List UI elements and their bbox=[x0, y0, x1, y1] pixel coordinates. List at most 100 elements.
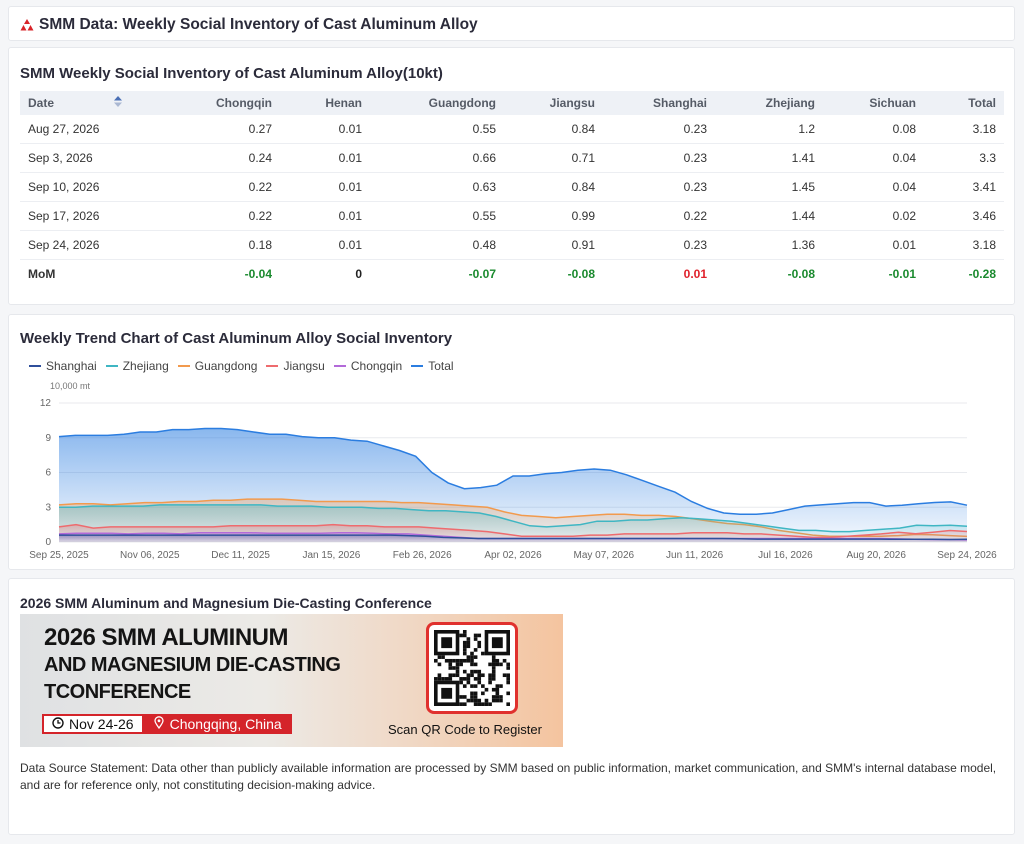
event-location: Chongqing, China bbox=[169, 716, 282, 732]
column-header-date[interactable]: Date bbox=[20, 91, 160, 115]
legend-label: Zhejiang bbox=[122, 359, 169, 373]
table-cell: 0.23 bbox=[603, 230, 715, 260]
chart-card: Weekly Trend Chart of Cast Aluminum Allo… bbox=[8, 314, 1015, 570]
event-tag: Nov 24-26 Chongqing, China bbox=[42, 714, 292, 734]
banner-line-2: AND MAGNESIUM DIE-CASTING bbox=[44, 654, 341, 676]
table-cell: 0.01 bbox=[280, 143, 370, 173]
table-cell: 1.36 bbox=[715, 230, 823, 260]
qr-caption: Scan QR Code to Register bbox=[388, 722, 542, 737]
table-title: SMM Weekly Social Inventory of Cast Alum… bbox=[20, 65, 443, 82]
mom-cell: -0.08 bbox=[787, 267, 815, 281]
clock-icon bbox=[52, 716, 64, 732]
column-header-zhejiang: Zhejiang bbox=[715, 91, 823, 115]
table-cell: Sep 10, 2026 bbox=[20, 172, 160, 202]
column-header-jiangsu: Jiangsu bbox=[504, 91, 603, 115]
legend-label: Chongqin bbox=[350, 359, 403, 373]
table-cell: 3.41 bbox=[924, 172, 1004, 202]
table-cell: 0.84 bbox=[504, 172, 603, 202]
event-date: Nov 24-26 bbox=[69, 716, 134, 732]
x-tick-label: Aug 20, 2026 bbox=[846, 550, 906, 561]
column-header-label: Sichuan bbox=[869, 96, 916, 110]
legend-item-zhejiang[interactable]: Zhejiang bbox=[105, 359, 169, 373]
mom-cell: -0.28 bbox=[968, 267, 996, 281]
table-cell: 0.01 bbox=[280, 230, 370, 260]
event-location-tag: Chongqing, China bbox=[143, 714, 292, 734]
mom-cell: -0.08 bbox=[567, 267, 595, 281]
table-cell: 3.3 bbox=[924, 143, 1004, 173]
table-cell: 0.24 bbox=[160, 143, 280, 173]
column-header-label: Total bbox=[968, 96, 996, 110]
table-cell: 3.18 bbox=[924, 115, 1004, 144]
mom-row: MoM -0.04 0 -0.07 -0.08 0.01 -0.08 -0.01 -0.28 bbox=[20, 260, 1004, 289]
chart-legend: Shanghai Zhejiang Guangdong Jiangsu Chongqin… bbox=[29, 359, 463, 373]
legend-swatch bbox=[266, 365, 279, 367]
legend-item-chongqin[interactable]: Chongqin bbox=[333, 359, 403, 373]
legend-item-guangdong[interactable]: Guangdong bbox=[177, 359, 257, 373]
mom-cell: 0.01 bbox=[683, 267, 707, 281]
series-line-shanghai[interactable] bbox=[59, 534, 968, 541]
table-row: Sep 10, 2026 0.22 0.01 0.63 0.84 0.23 1.45 0.04… bbox=[20, 172, 1004, 202]
location-pin-icon bbox=[153, 716, 164, 732]
table-card: SMM Weekly Social Inventory of Cast Alum… bbox=[8, 47, 1015, 305]
event-date-tag: Nov 24-26 bbox=[42, 714, 144, 734]
table-cell: Sep 17, 2026 bbox=[20, 201, 160, 231]
page-title: SMM Data: Weekly Social Inventory of Cas… bbox=[20, 16, 478, 36]
table-cell: 1.41 bbox=[715, 143, 823, 173]
page-title-text: SMM Data: Weekly Social Inventory of Cas… bbox=[39, 16, 478, 33]
data-source-statement: Data Source Statement: Data other than p… bbox=[20, 761, 997, 792]
table-cell: 0.71 bbox=[504, 143, 603, 173]
table-cell: 0.63 bbox=[370, 172, 504, 202]
x-tick-label: Feb 26, 2026 bbox=[393, 550, 452, 561]
qr-code-icon bbox=[434, 630, 510, 706]
sort-icon[interactable] bbox=[114, 96, 123, 110]
conference-banner[interactable]: 2026 SMM ALUMINUM AND MAGNESIUM DIE-CAST… bbox=[20, 614, 563, 747]
table-cell: 0.08 bbox=[823, 115, 924, 144]
table-cell: 0.01 bbox=[280, 115, 370, 144]
table-cell: Aug 27, 2026 bbox=[20, 115, 160, 144]
banner-line-3: TCONFERENCE bbox=[44, 681, 191, 703]
table-body: Aug 27, 2026 0.27 0.01 0.55 0.84 0.23 1.2 0.08 3… bbox=[20, 115, 1004, 288]
inventory-table: Date Chongqin Henan Guangdong Jiangsu Shangha… bbox=[20, 91, 1004, 288]
series-line-zhejiang[interactable] bbox=[59, 504, 968, 533]
x-tick-label: Jul 16, 2026 bbox=[758, 550, 813, 561]
y-axis-unit: 10,000 mt bbox=[50, 381, 91, 391]
x-tick-label: Apr 02, 2026 bbox=[484, 550, 542, 561]
conference-title: 2026 SMM Aluminum and Magnesium Die-Cast… bbox=[20, 595, 432, 611]
series-line-jiangsu[interactable] bbox=[58, 523, 968, 539]
mom-label: MoM bbox=[28, 267, 56, 281]
table-row: Sep 17, 2026 0.22 0.01 0.55 0.99 0.22 1.44 0.02… bbox=[20, 201, 1004, 231]
table-cell: 0.23 bbox=[603, 115, 715, 144]
conference-card: 2026 SMM Aluminum and Magnesium Die-Cast… bbox=[8, 578, 1015, 835]
table-cell: 0.01 bbox=[280, 201, 370, 231]
legend-swatch bbox=[177, 365, 190, 367]
table-cell: 3.46 bbox=[924, 201, 1004, 231]
trend-chart: 0 3 6 9 12 Sep 25, 2025 Nov 06, 2025 Dec 11, 20… bbox=[29, 398, 997, 561]
table-cell: 0.84 bbox=[504, 115, 603, 144]
table-cell: 1.2 bbox=[715, 115, 823, 144]
legend-item-shanghai[interactable]: Shanghai bbox=[29, 359, 97, 373]
series-line-total[interactable] bbox=[58, 427, 968, 515]
legend-label: Shanghai bbox=[46, 359, 97, 373]
column-header-label: Shanghai bbox=[652, 96, 707, 110]
y-tick-label: 3 bbox=[45, 502, 51, 513]
table-cell: Sep 3, 2026 bbox=[20, 143, 160, 173]
legend-swatch bbox=[411, 365, 424, 367]
table-cell: 0.48 bbox=[370, 230, 504, 260]
table-cell: 0.04 bbox=[823, 172, 924, 202]
legend-item-total[interactable]: Total bbox=[411, 359, 454, 373]
legend-swatch bbox=[29, 365, 41, 367]
table-cell: 0.23 bbox=[603, 143, 715, 173]
header-card: SMM Data: Weekly Social Inventory of Cas… bbox=[8, 6, 1015, 41]
table-cell: 0.22 bbox=[160, 172, 280, 202]
y-tick-label: 12 bbox=[40, 398, 52, 409]
table-cell: 0.02 bbox=[823, 201, 924, 231]
table-cell: 1.45 bbox=[715, 172, 823, 202]
column-header-label: Henan bbox=[325, 96, 362, 110]
legend-item-jiangsu[interactable]: Jiangsu bbox=[266, 359, 325, 373]
column-header-label: Guangdong bbox=[428, 96, 496, 110]
qr-code[interactable] bbox=[426, 622, 518, 714]
x-tick-label: Dec 11, 2025 bbox=[211, 550, 270, 561]
x-tick-label: Sep 25, 2025 bbox=[29, 550, 89, 561]
banner-line-1: 2026 SMM ALUMINUM bbox=[44, 624, 288, 651]
table-cell: 0.91 bbox=[504, 230, 603, 260]
